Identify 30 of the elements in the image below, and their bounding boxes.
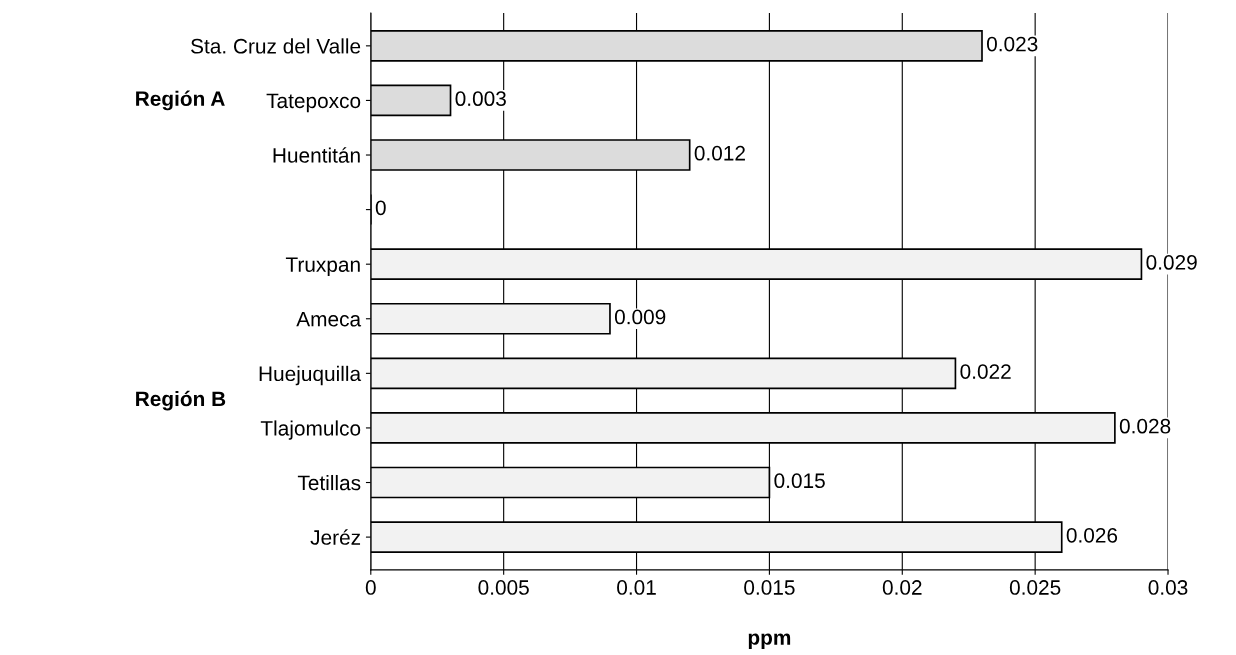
- y-tick-label: Sta. Cruz del Valle: [191, 38, 361, 54]
- y-tick-label: Huejuquilla: [259, 365, 362, 386]
- data-label: 0.028: [1119, 418, 1171, 434]
- x-axis-title: ppm: [748, 633, 791, 649]
- data-label: 0.022: [960, 364, 1011, 379]
- x-tick-label: 0.005: [478, 580, 529, 595]
- data-label: 0.029: [1146, 255, 1197, 270]
- y-tick-label: Tlajomulco: [260, 420, 361, 440]
- x-tick-label: 0.02: [882, 580, 922, 595]
- data-label: 0: [375, 200, 386, 216]
- x-tick-label: 0.01: [617, 580, 656, 595]
- x-tick-label: 0.03: [1148, 580, 1188, 595]
- data-label: 0.003: [455, 91, 506, 107]
- y-tick-label: Tatepoxco: [266, 93, 361, 113]
- y-tick-label: Huentitán: [273, 147, 360, 163]
- y-tick-label: Jeréz: [310, 529, 361, 545]
- data-label: 0.026: [1066, 527, 1118, 543]
- text: Región A: [136, 90, 225, 111]
- data-label: 0.012: [694, 145, 745, 161]
- x-tick-label: 0: [365, 580, 376, 595]
- data-label: 0.023: [986, 36, 1038, 52]
- y-tick-label: Ameca: [296, 311, 362, 327]
- text: Región B: [136, 390, 226, 411]
- y-tick-label: Truxpan: [285, 257, 360, 277]
- data-label: 0.015: [774, 473, 825, 489]
- x-tick-label: 0.015: [744, 580, 795, 595]
- bar: [370, 84, 452, 117]
- y-tick-label: Tetillas: [297, 474, 361, 491]
- data-label: 0.009: [614, 309, 666, 325]
- x-tick-label: 0.025: [1009, 580, 1061, 595]
